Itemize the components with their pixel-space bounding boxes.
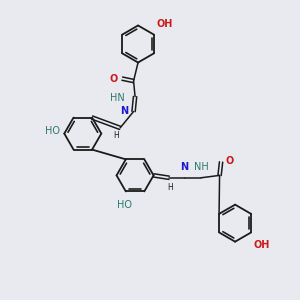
Text: OH: OH	[157, 20, 173, 29]
Text: H: H	[167, 183, 173, 192]
Text: O: O	[226, 156, 234, 166]
Text: N: N	[120, 106, 128, 116]
Text: N: N	[181, 162, 189, 172]
Text: HN: HN	[110, 93, 124, 103]
Text: HO: HO	[45, 126, 60, 136]
Text: OH: OH	[254, 240, 270, 250]
Text: HO: HO	[117, 200, 132, 210]
Text: H: H	[113, 131, 119, 140]
Text: O: O	[109, 74, 118, 84]
Text: NH: NH	[194, 162, 208, 172]
